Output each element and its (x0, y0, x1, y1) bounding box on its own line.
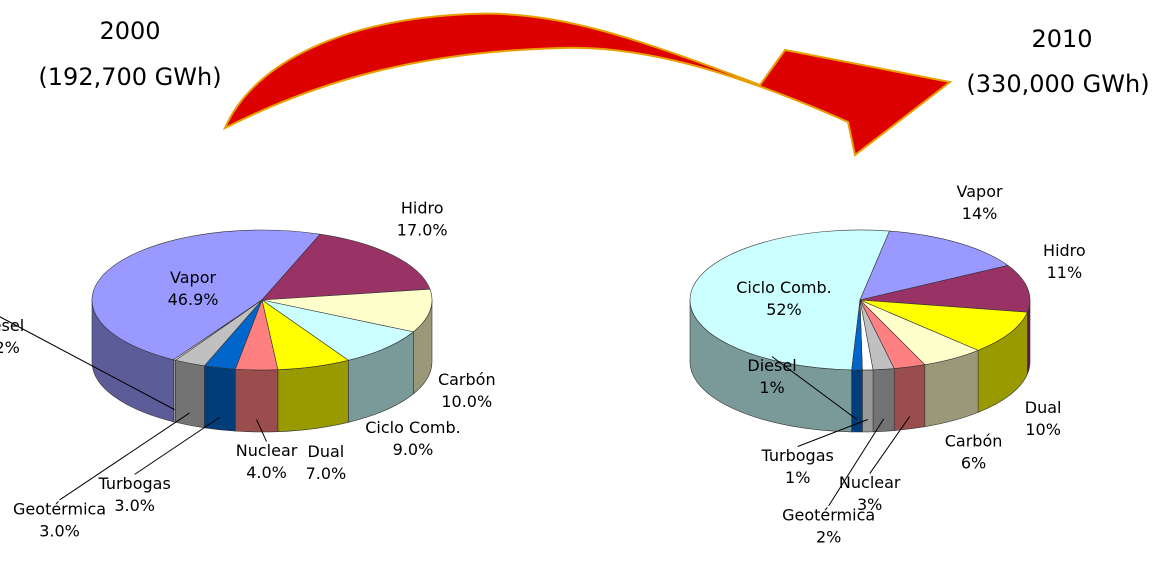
slice-label: Turbogas (761, 446, 834, 465)
slice-value: 7.0% (306, 464, 347, 483)
chart-subtitle: (330,000 GWh) (966, 70, 1149, 98)
slice (851, 299, 863, 371)
slice-side (235, 368, 279, 433)
slice-label: Carbón (945, 432, 1003, 451)
slice-value: 14% (962, 204, 998, 223)
chart-subtitle: (192,700 GWh) (38, 63, 221, 91)
slice-value: 9.0% (393, 440, 434, 459)
slice-value: 2% (816, 527, 841, 546)
slice-label: Hidro (1043, 241, 1086, 260)
slice-value: 3.0% (114, 496, 155, 515)
slice (261, 288, 433, 333)
slice (859, 230, 1009, 301)
leader-line (59, 412, 190, 501)
arrow (222, 12, 953, 157)
slice-value: 0.2% (0, 338, 20, 357)
slice (261, 233, 431, 301)
slice (689, 229, 890, 371)
slice-label: Hidro (401, 199, 444, 218)
slice (172, 299, 263, 361)
slice-label: Ciclo Comb. (736, 278, 832, 297)
slice-value: 11% (1047, 263, 1083, 282)
slice-label: Geotérmica (13, 499, 106, 518)
slice-label: Diesel (0, 316, 24, 335)
slice-label: Dual (308, 442, 345, 461)
slice-label: Geotérmica (782, 505, 875, 524)
chart-title: 2010 (1031, 25, 1092, 53)
slice-side (173, 359, 176, 423)
slice-label: Vapor (170, 268, 216, 287)
slice-value: 1% (759, 378, 784, 397)
slice-side (862, 369, 874, 433)
slice-label: Ciclo Comb. (365, 418, 461, 437)
slice-value: 46.9% (168, 290, 219, 309)
slice-value: 3% (857, 495, 882, 514)
slice-label: Turbogas (97, 474, 170, 493)
slice-side (872, 368, 895, 433)
slice-label: Dual (1025, 398, 1062, 417)
leader-line (869, 416, 911, 474)
slice-side (277, 359, 349, 433)
slice (261, 299, 415, 361)
chart-title: 2000 (99, 17, 160, 45)
slice-value: 3.0% (39, 521, 80, 540)
leader-line (0, 316, 175, 411)
slice-side (893, 364, 926, 431)
slice-label: Nuclear (236, 441, 298, 460)
leader-line (771, 356, 858, 420)
slice-label: Nuclear (839, 473, 901, 492)
leader-line (797, 419, 868, 447)
slice-value: 4.0% (246, 463, 287, 482)
slice-side (204, 365, 236, 432)
slice (859, 265, 1031, 313)
slice-value: 6% (961, 454, 986, 473)
slice-value: 17.0% (397, 221, 448, 240)
slice-value: 52% (766, 300, 802, 319)
slice-label: Vapor (957, 182, 1003, 201)
slice-value: 10% (1025, 420, 1061, 439)
leader-line (828, 418, 885, 507)
leader-line (134, 416, 220, 475)
leader-line (256, 419, 268, 442)
slice-label: Diesel (747, 356, 796, 375)
slice-label: Carbón (438, 370, 496, 389)
slice-side (175, 359, 205, 429)
slice-value: 1% (785, 468, 810, 487)
slice (91, 229, 321, 361)
slice (859, 299, 1028, 351)
slice-value: 10.0% (441, 392, 492, 411)
